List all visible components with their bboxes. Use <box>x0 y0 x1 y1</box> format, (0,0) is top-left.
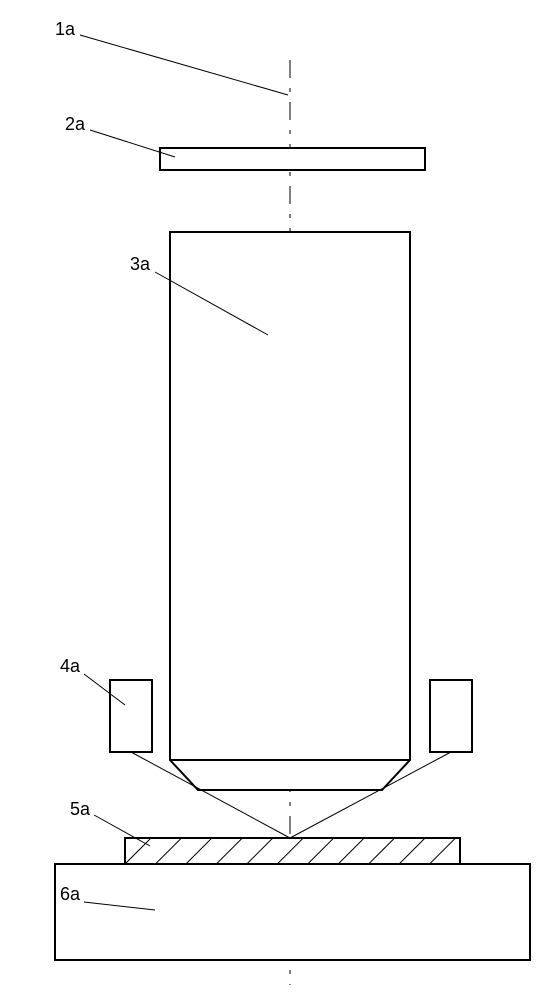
label-2a: 2a <box>65 114 86 134</box>
leader-5a <box>94 815 150 846</box>
part-4a-left <box>110 680 152 752</box>
leader-1a <box>80 35 288 95</box>
part-6a <box>55 864 530 960</box>
part-4a-right <box>430 680 472 752</box>
leader-2a <box>90 130 175 157</box>
part-5a <box>95 838 517 864</box>
part-3a <box>170 232 410 790</box>
label-3a: 3a <box>130 254 151 274</box>
label-5a: 5a <box>70 799 91 819</box>
label-4a: 4a <box>60 656 81 676</box>
label-1a: 1a <box>55 19 76 39</box>
part-2a <box>160 148 425 170</box>
technical-diagram: 1a 2a 3a 4a 5a 6a <box>0 0 546 1000</box>
label-6a: 6a <box>60 884 81 904</box>
